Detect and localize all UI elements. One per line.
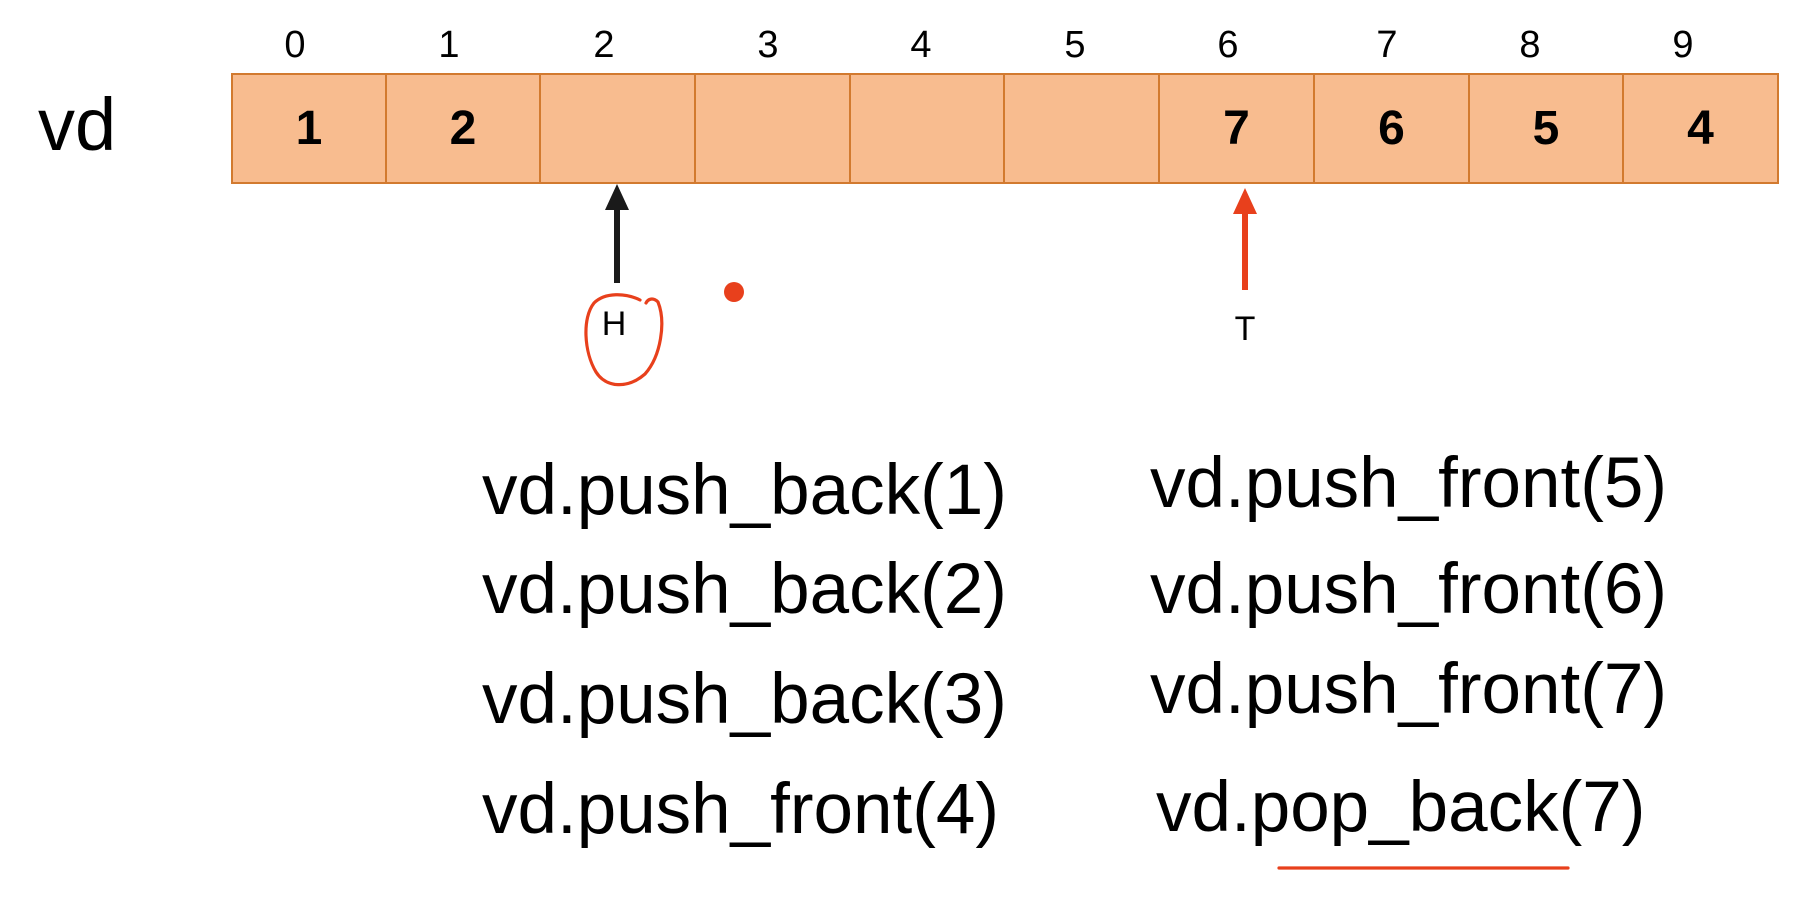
operation-text: vd.push_front(4) (482, 770, 1000, 849)
head-pointer-arrow (605, 184, 629, 283)
operation-text: vd.push_back(2) (482, 550, 1007, 629)
head-circle-annotation (584, 293, 664, 387)
index-label: 7 (1376, 24, 1398, 66)
operation-text: vd.pop_back(7) (1156, 768, 1646, 847)
index-label: 3 (757, 24, 779, 66)
index-label: 9 (1672, 24, 1694, 66)
array-cell: 4 (1622, 73, 1779, 184)
array-cell: 6 (1313, 73, 1470, 184)
index-label: 0 (284, 24, 306, 66)
tail-pointer-label: T (1234, 310, 1256, 348)
laser-pointer-dot (724, 282, 744, 302)
operation-text: vd.push_back(1) (482, 451, 1007, 530)
array-cell: 7 (1158, 73, 1315, 184)
index-label: 8 (1519, 24, 1541, 66)
array-cell (694, 73, 851, 184)
array-name-label: vd (38, 83, 117, 166)
index-label: 6 (1217, 24, 1239, 66)
head-pointer-label: H (601, 305, 627, 343)
tail-pointer-arrow (1233, 188, 1257, 290)
array-cell (849, 73, 1005, 184)
array-cell (1003, 73, 1160, 184)
operation-text: vd.push_back(3) (482, 660, 1007, 739)
index-label: 5 (1064, 24, 1086, 66)
operation-text: vd.push_front(6) (1150, 550, 1668, 629)
operation-text: vd.push_front(5) (1150, 444, 1668, 523)
index-label: 4 (910, 24, 932, 66)
index-label: 1 (438, 24, 460, 66)
operation-text: vd.push_front(7) (1150, 650, 1668, 729)
index-label: 2 (593, 24, 615, 66)
array-cell: 5 (1468, 73, 1624, 184)
